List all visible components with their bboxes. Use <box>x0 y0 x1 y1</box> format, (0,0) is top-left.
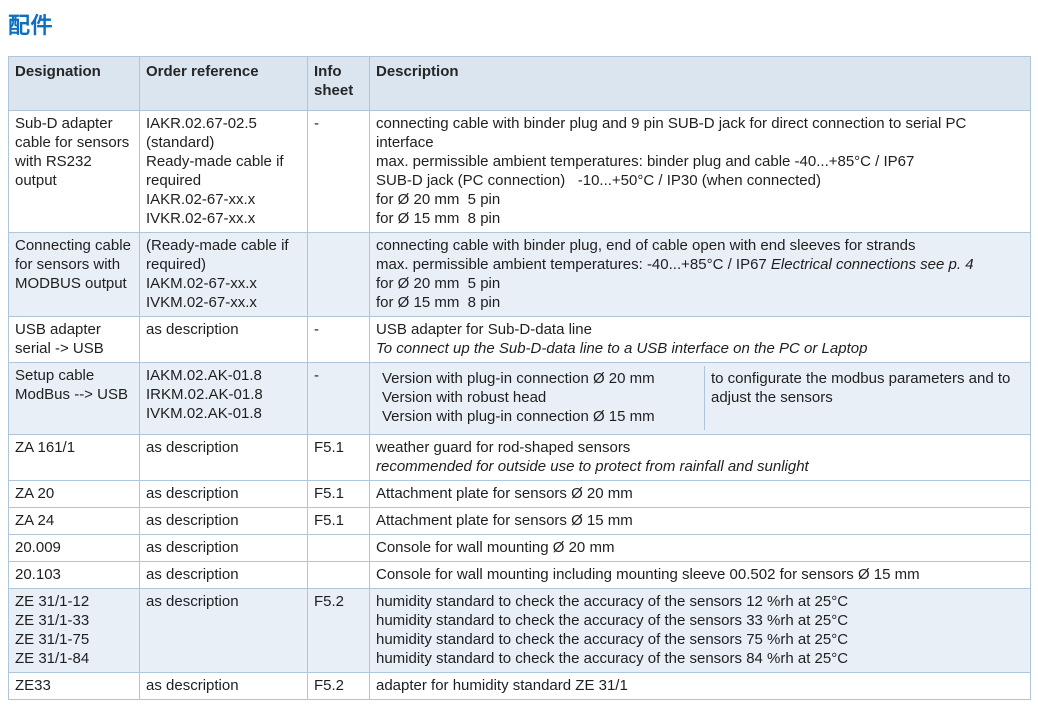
page-title: 配件 <box>8 13 54 38</box>
description-line: Version with plug-in connection Ø 15 mm <box>382 408 655 425</box>
cell-order-reference: as description <box>139 534 308 562</box>
description-right: to configurate the modbus parameters and… <box>704 366 1024 430</box>
description-line: humidity standard to check the accuracy … <box>376 593 849 610</box>
cell-info-sheet: F5.1 <box>307 507 370 535</box>
cell-designation: Sub-D adapter cable for sensors with RS232… <box>8 110 140 233</box>
cell-designation: ZE 31/1-12 ZE 31/1-33 ZE 31/1-75 ZE 31/1-84 <box>8 588 140 673</box>
column-header-description: Description <box>369 56 1031 111</box>
cell-order-reference: as description <box>139 507 308 535</box>
cell-description: weather guard for rod-shaped sensors reco… <box>369 434 1031 481</box>
description-line: Console for wall mounting Ø 20 mm <box>376 539 615 556</box>
cell-order-reference: as description <box>139 588 308 673</box>
table-header: Designation Order reference Info sheet D… <box>8 56 1031 111</box>
cell-description: adapter for humidity standard ZE 31/1 <box>369 672 1031 700</box>
cell-description: USB adapter for Sub-D-data line To connec… <box>369 316 1031 363</box>
cell-designation: Connecting cable for sensors with MODBUS o… <box>8 232 140 317</box>
cell-order-reference: as description <box>139 561 308 589</box>
cell-order-reference: as description <box>139 672 308 700</box>
cell-order-reference: (Ready-made cable if required) IAKM.02-67-… <box>139 232 308 317</box>
table-row: ZA 24 as description F5.1 Attachment plate … <box>8 507 1031 535</box>
cell-info-sheet: - <box>307 362 370 435</box>
cell-info-sheet <box>307 232 370 317</box>
cell-description: Console for wall mounting Ø 20 mm <box>369 534 1031 562</box>
cell-designation: 20.103 <box>8 561 140 589</box>
cell-info-sheet: F5.2 <box>307 588 370 673</box>
cell-designation: ZA 24 <box>8 507 140 535</box>
cell-description: Attachment plate for sensors Ø 15 mm <box>369 507 1031 535</box>
table-row: 20.103 as description Console for wall mou… <box>8 561 1031 589</box>
table-row: Setup cable ModBus --> USB IAKM.02.AK-01.8… <box>8 362 1031 435</box>
description-line: Version with robust head <box>382 389 547 406</box>
column-header-info-sheet: Info sheet <box>307 56 370 111</box>
cell-description: Attachment plate for sensors Ø 20 mm <box>369 480 1031 508</box>
description-line: for Ø 15 mm 8 pin <box>376 294 501 311</box>
cell-designation: Setup cable ModBus --> USB <box>8 362 140 435</box>
cell-order-reference: IAKM.02.AK-01.8 IRKM.02.AK-01.8 IVKM.02.AK… <box>139 362 308 435</box>
cell-order-reference: as description <box>139 480 308 508</box>
cell-designation: 20.009 <box>8 534 140 562</box>
cell-order-reference: as description <box>139 316 308 363</box>
description-line: weather guard for rod-shaped sensors <box>376 439 631 456</box>
table-row: Sub-D adapter cable for sensors with RS232… <box>8 110 1031 233</box>
cell-description: connecting cable with binder plug, end o… <box>369 232 1031 317</box>
description-line: humidity standard to check the accuracy … <box>376 650 849 667</box>
description-line: To connect up the Sub-D-data line to a U… <box>376 340 868 357</box>
table-row: ZE33 as description F5.2 adapter for humidi… <box>8 672 1031 700</box>
cell-description: humidity standard to check the accuracy … <box>369 588 1031 673</box>
cell-info-sheet: F5.1 <box>307 480 370 508</box>
description-line: humidity standard to check the accuracy … <box>376 612 849 629</box>
cell-description: Version with plug-in connection Ø 20 mm V… <box>369 362 1031 435</box>
cell-order-reference: as description <box>139 434 308 481</box>
cell-designation: ZE33 <box>8 672 140 700</box>
cell-designation: ZA 161/1 <box>8 434 140 481</box>
description-left: Version with plug-in connection Ø 20 mm V… <box>376 366 704 430</box>
cell-info-sheet: F5.2 <box>307 672 370 700</box>
cell-order-reference: IAKR.02.67-02.5 (standard) Ready-made cabl… <box>139 110 308 233</box>
description-line: Console for wall mounting including moun… <box>376 566 920 583</box>
table-row: 20.009 as description Console for wall mou… <box>8 534 1031 562</box>
cell-info-sheet: - <box>307 110 370 233</box>
description-line: recommended for outside use to protect f… <box>376 458 809 475</box>
table-row: ZA 20 as description F5.1 Attachment plate … <box>8 480 1031 508</box>
description-line: for Ø 20 mm 5 pin <box>376 191 501 208</box>
cell-info-sheet: F5.1 <box>307 434 370 481</box>
table-body: Sub-D adapter cable for sensors with RS232… <box>8 110 1031 700</box>
cell-info-sheet: - <box>307 316 370 363</box>
description-line: max. permissible ambient temperatures: -… <box>376 256 974 273</box>
table-row: ZE 31/1-12 ZE 31/1-33 ZE 31/1-75 ZE 31/1-84… <box>8 588 1031 673</box>
description-line: Attachment plate for sensors Ø 20 mm <box>376 485 633 502</box>
cell-designation: ZA 20 <box>8 480 140 508</box>
description-line: max. permissible ambient temperatures: b… <box>376 153 915 170</box>
description-line: USB adapter for Sub-D-data line <box>376 321 592 338</box>
cell-info-sheet <box>307 561 370 589</box>
cell-description: Console for wall mounting including moun… <box>369 561 1031 589</box>
table-row: USB adapter serial -> USB as description - U… <box>8 316 1031 363</box>
accessories-table: Designation Order reference Info sheet D… <box>8 56 1031 700</box>
description-line: connecting cable with binder plug and 9 … <box>376 115 971 151</box>
description-line: Attachment plate for sensors Ø 15 mm <box>376 512 633 529</box>
table-row: ZA 161/1 as description F5.1 weather guard … <box>8 434 1031 481</box>
cell-description: connecting cable with binder plug and 9 … <box>369 110 1031 233</box>
column-header-designation: Designation <box>8 56 140 111</box>
description-line: humidity standard to check the accuracy … <box>376 631 849 648</box>
cell-info-sheet <box>307 534 370 562</box>
column-header-order-reference: Order reference <box>139 56 308 111</box>
cell-designation: USB adapter serial -> USB <box>8 316 140 363</box>
table-row: Connecting cable for sensors with MODBUS o… <box>8 232 1031 317</box>
description-line: to configurate the modbus parameters and… <box>711 370 1015 406</box>
header-row: Designation Order reference Info sheet D… <box>8 56 1031 111</box>
description-line: adapter for humidity standard ZE 31/1 <box>376 677 628 694</box>
description-line: connecting cable with binder plug, end o… <box>376 237 916 254</box>
description-line: for Ø 15 mm 8 pin <box>376 210 501 227</box>
description-line: Version with plug-in connection Ø 20 mm <box>382 370 655 387</box>
description-line: for Ø 20 mm 5 pin <box>376 275 501 292</box>
description-line: SUB-D jack (PC connection) -10...+50°C /… <box>376 172 821 189</box>
